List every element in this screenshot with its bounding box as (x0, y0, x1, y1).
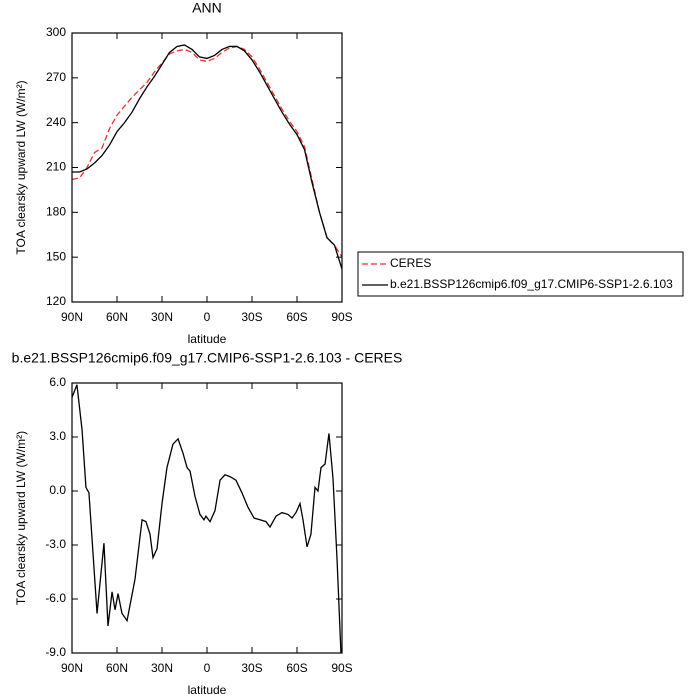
x-tick-label: 30N (151, 310, 173, 324)
x-tick-label: 30N (151, 661, 173, 675)
y-tick-label: 270 (46, 70, 66, 84)
y-tick-label: 240 (46, 115, 66, 129)
y-tick-label: -9.0 (45, 645, 66, 659)
x-tick-label: 90N (61, 310, 83, 324)
chart-title: ANN (192, 0, 222, 16)
x-tick-label: 90S (331, 310, 352, 324)
y-tick-label: 210 (46, 160, 66, 174)
y-axis-label: TOA clearsky upward LW (W/m²) (14, 80, 28, 254)
data-line (71, 384, 342, 654)
x-axis-label: latitude (188, 683, 227, 697)
x-tick-label: 30S (241, 310, 262, 324)
y-tick-label: 0.0 (49, 483, 66, 497)
legend-label: CERES (390, 256, 431, 270)
x-tick-label: 60S (286, 661, 307, 675)
chart-title: b.e21.BSSP126cmip6.f09_g17.CMIP6-SSP1-2.… (12, 350, 403, 366)
y-tick-label: 120 (46, 294, 66, 308)
x-tick-label: 90S (331, 661, 352, 675)
y-tick-label: 3.0 (49, 429, 66, 443)
y-tick-label: 150 (46, 249, 66, 263)
x-tick-label: 0 (204, 661, 211, 675)
legend-box (357, 251, 684, 297)
x-tick-label: 0 (204, 310, 211, 324)
plot-frame (71, 32, 343, 303)
legend-label: b.e21.BSSP126cmip6.f09_g17.CMIP6-SSP1-2.… (390, 277, 673, 291)
x-tick-label: 90N (61, 661, 83, 675)
x-tick-label: 30S (241, 661, 262, 675)
y-tick-label: -6.0 (45, 591, 66, 605)
data-line (72, 44, 343, 270)
y-tick-label: 300 (46, 25, 66, 39)
x-tick-label: 60S (286, 310, 307, 324)
plot-frame (71, 382, 343, 654)
x-tick-label: 60N (106, 310, 128, 324)
y-tick-label: 180 (46, 205, 66, 219)
data-line (71, 45, 343, 258)
x-axis-label: latitude (188, 332, 227, 346)
y-tick-label: 6.0 (49, 375, 66, 389)
x-tick-label: 60N (106, 661, 128, 675)
y-axis-label: TOA clearsky upward LW (W/m²) (14, 431, 28, 605)
y-tick-label: -3.0 (45, 537, 66, 551)
